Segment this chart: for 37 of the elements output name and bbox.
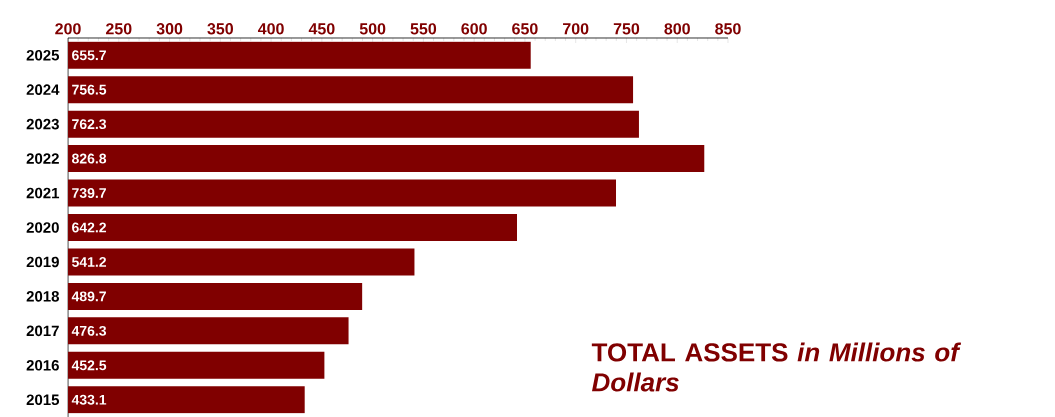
x-tick-label: 300	[156, 23, 183, 35]
data-label: 762.3	[72, 119, 107, 130]
data-label: 756.5	[72, 84, 107, 95]
data-label: 739.7	[72, 188, 106, 198]
x-tick-label: 800	[664, 23, 690, 35]
y-tick-label: 2022	[26, 153, 59, 164]
y-tick-label: 2023	[26, 118, 59, 130]
y-tick-label: 2021	[26, 187, 60, 199]
data-label: 826.8	[71, 153, 107, 164]
y-tick-label: 2016	[26, 359, 59, 371]
data-label: 489.7	[71, 291, 106, 302]
y-tick-label: 2017	[26, 325, 59, 337]
chart-title: TOTAL ASSETS in Millions of Dollars	[591, 342, 962, 392]
data-label: 655.7	[72, 50, 106, 61]
x-tick-label: 200	[55, 23, 81, 35]
x-tick-label: 250	[105, 23, 132, 35]
x-tick-label: 650	[512, 23, 538, 35]
x-tick-label: 700	[563, 23, 589, 35]
y-tick-label: 2020	[26, 222, 59, 233]
x-tick-label: 750	[613, 23, 640, 35]
x-tick-label: 850	[715, 23, 741, 35]
data-label: 476.3	[71, 325, 107, 336]
x-tick-label: 350	[207, 23, 233, 35]
y-tick-label: 2025	[26, 49, 60, 61]
y-tick-label: 2018	[26, 291, 59, 302]
data-label: 541.2	[71, 256, 107, 267]
y-tick-label: 2019	[26, 256, 59, 268]
data-label: 642.2	[72, 222, 107, 233]
x-tick-label: 600	[461, 23, 487, 35]
x-tick-label: 450	[308, 23, 335, 35]
y-tick-label: 2024	[26, 84, 60, 95]
y-tick-label: 2015	[26, 394, 60, 406]
data-label: 452.5	[71, 360, 107, 371]
x-tick-label: 400	[257, 23, 284, 35]
x-tick-label: 500	[359, 23, 386, 35]
x-tick-label: 550	[410, 23, 437, 35]
data-label: 433.1	[71, 394, 107, 405]
